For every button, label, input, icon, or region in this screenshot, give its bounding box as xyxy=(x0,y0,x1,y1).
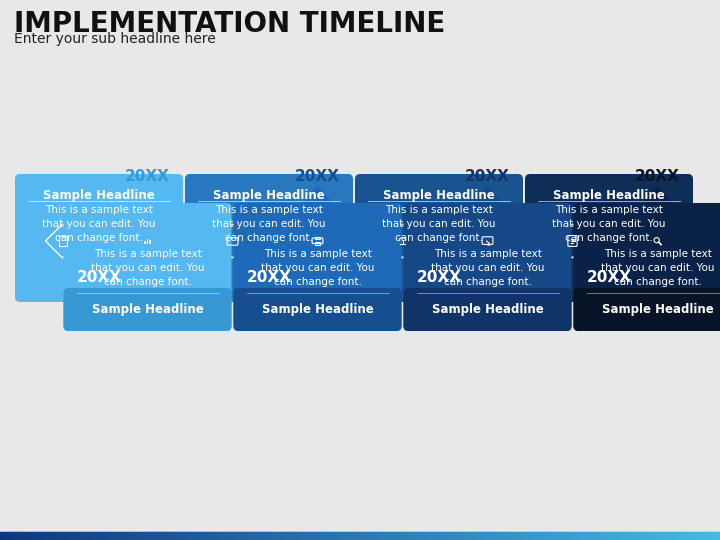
Polygon shape xyxy=(467,186,508,208)
Text: 20XX: 20XX xyxy=(465,169,510,184)
FancyBboxPatch shape xyxy=(403,288,572,331)
Polygon shape xyxy=(105,207,190,275)
Text: Sample Headline: Sample Headline xyxy=(431,303,544,316)
FancyBboxPatch shape xyxy=(525,174,693,302)
Text: Sample Headline: Sample Headline xyxy=(213,189,325,202)
Text: 20XX: 20XX xyxy=(76,269,122,285)
Text: This is a sample text
that you can edit. You
can change font.: This is a sample text that you can edit.… xyxy=(552,205,666,243)
FancyBboxPatch shape xyxy=(574,203,720,331)
Bar xyxy=(147,239,148,244)
Text: Sample Headline: Sample Headline xyxy=(91,303,203,316)
Polygon shape xyxy=(615,207,700,275)
Polygon shape xyxy=(127,186,168,208)
FancyBboxPatch shape xyxy=(185,174,353,302)
Polygon shape xyxy=(445,207,530,275)
Polygon shape xyxy=(79,297,119,319)
Text: Sample Headline: Sample Headline xyxy=(553,189,665,202)
Polygon shape xyxy=(249,297,289,319)
FancyBboxPatch shape xyxy=(355,174,523,302)
FancyBboxPatch shape xyxy=(574,288,720,331)
Text: This is a sample text
that you can edit. You
can change font.: This is a sample text that you can edit.… xyxy=(212,205,325,243)
Polygon shape xyxy=(589,297,629,319)
Text: IMPLEMENTATION TIMELINE: IMPLEMENTATION TIMELINE xyxy=(14,10,445,38)
Text: 20XX: 20XX xyxy=(125,169,170,184)
Polygon shape xyxy=(190,207,275,275)
Text: Sample Headline: Sample Headline xyxy=(602,303,714,316)
Polygon shape xyxy=(20,207,105,275)
FancyBboxPatch shape xyxy=(63,203,232,331)
Text: 20XX: 20XX xyxy=(246,269,292,285)
FancyBboxPatch shape xyxy=(233,288,402,331)
Bar xyxy=(145,241,146,244)
Bar xyxy=(315,237,320,239)
Text: This is a sample text
that you can edit. You
can change font.: This is a sample text that you can edit.… xyxy=(382,205,496,243)
Polygon shape xyxy=(637,186,678,208)
Text: Enter your sub headline here: Enter your sub headline here xyxy=(14,32,216,46)
Text: 20XX: 20XX xyxy=(417,269,462,285)
Text: This is a sample text
that you can edit. You
can change font.: This is a sample text that you can edit.… xyxy=(42,205,156,243)
Text: 20XX: 20XX xyxy=(587,269,631,285)
FancyBboxPatch shape xyxy=(403,203,572,331)
Text: Sample Headline: Sample Headline xyxy=(261,303,374,316)
Bar xyxy=(315,242,320,245)
Text: This is a sample text
that you can edit. You
can change font.: This is a sample text that you can edit.… xyxy=(91,249,204,287)
Polygon shape xyxy=(419,297,459,319)
Text: 20XX: 20XX xyxy=(635,169,680,184)
Polygon shape xyxy=(297,186,338,208)
FancyBboxPatch shape xyxy=(15,174,183,302)
Text: Sample Headline: Sample Headline xyxy=(43,189,155,202)
Text: Sample Headline: Sample Headline xyxy=(383,189,495,202)
Text: This is a sample text
that you can edit. You
can change font.: This is a sample text that you can edit.… xyxy=(600,249,714,287)
Bar xyxy=(149,240,150,244)
Text: This is a sample text
that you can edit. You
can change font.: This is a sample text that you can edit.… xyxy=(431,249,544,287)
Polygon shape xyxy=(360,207,445,275)
Polygon shape xyxy=(275,207,360,275)
Text: 20XX: 20XX xyxy=(295,169,340,184)
Text: This is a sample text
that you can edit. You
can change font.: This is a sample text that you can edit.… xyxy=(261,249,374,287)
Polygon shape xyxy=(530,207,615,275)
FancyBboxPatch shape xyxy=(63,288,232,331)
FancyBboxPatch shape xyxy=(233,203,402,331)
